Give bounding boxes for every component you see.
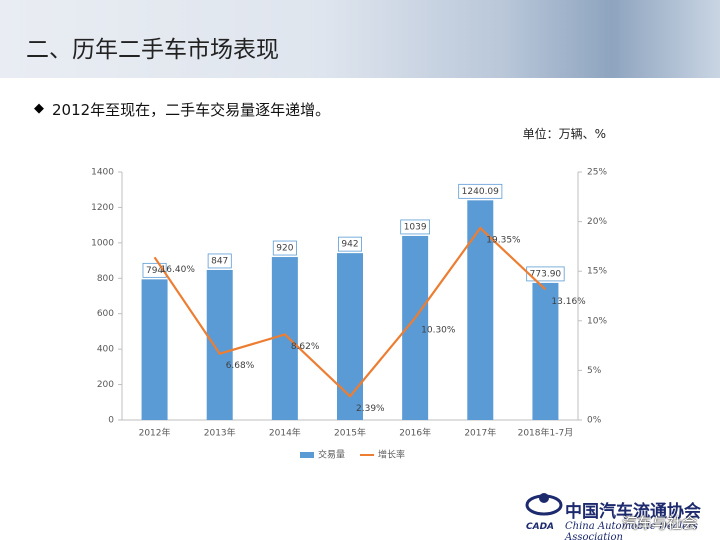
line-value-label: 6.68% bbox=[226, 361, 255, 371]
line-value-label: 13.16% bbox=[551, 297, 586, 307]
x-tick-label: 2016年 bbox=[399, 427, 431, 439]
bar bbox=[271, 257, 298, 420]
bar-value-label: 1039 bbox=[404, 222, 427, 232]
legend-label: 交易量 bbox=[318, 449, 345, 461]
logo-english: China Automobile Dealers Association bbox=[565, 521, 698, 540]
bar-value-label: 920 bbox=[276, 244, 293, 254]
y-tick-label: 200 bbox=[97, 380, 114, 390]
y2-tick-label: 20% bbox=[587, 217, 607, 227]
y-tick-label: 1200 bbox=[91, 203, 114, 213]
y-tick-label: 400 bbox=[97, 345, 114, 355]
line-value-label: 19.35% bbox=[486, 236, 521, 246]
y2-tick-label: 25% bbox=[587, 168, 607, 178]
line-value-label: 10.30% bbox=[421, 325, 456, 335]
unit-note: 单位：万辆、% bbox=[522, 127, 606, 141]
y2-tick-label: 0% bbox=[587, 416, 602, 426]
bar-value-label: 773.90 bbox=[530, 269, 562, 279]
y-tick-label: 1000 bbox=[91, 238, 114, 248]
bar bbox=[532, 282, 559, 420]
x-tick-label: 2012年 bbox=[139, 427, 171, 439]
y2-tick-label: 15% bbox=[587, 267, 607, 277]
x-tick-label: 2018年1-7月 bbox=[518, 427, 574, 439]
x-tick-label: 2015年 bbox=[334, 427, 366, 439]
logo-name: 中国汽车流通协会 bbox=[565, 502, 701, 522]
bar bbox=[337, 253, 363, 420]
legend-swatch bbox=[300, 452, 314, 458]
y-tick-label: 600 bbox=[97, 309, 114, 319]
y2-tick-label: 5% bbox=[587, 366, 602, 376]
value-label-box bbox=[272, 240, 297, 256]
bullet-icon: ◆ bbox=[34, 101, 44, 116]
y-tick-label: 0 bbox=[108, 416, 114, 426]
bullet-text: 2012年至现在，二手车交易量逐年递增。 bbox=[52, 101, 331, 119]
slide-title: 二、历年二手车市场表现 bbox=[26, 37, 279, 63]
value-label-box bbox=[458, 183, 503, 199]
line-value-label: 16.40% bbox=[161, 265, 196, 275]
growth-line bbox=[153, 226, 547, 398]
legend-label: 增长率 bbox=[378, 449, 405, 461]
bar-value-label: 794 bbox=[146, 266, 163, 276]
bar-value-label: 942 bbox=[341, 240, 358, 250]
x-tick-label: 2013年 bbox=[204, 427, 236, 439]
line-value-label: 8.62% bbox=[291, 342, 320, 352]
bar bbox=[467, 200, 494, 420]
x-tick-label: 2017年 bbox=[464, 427, 496, 439]
y-tick-label: 1400 bbox=[91, 168, 114, 178]
value-label-box bbox=[526, 266, 565, 282]
y2-tick-label: 10% bbox=[587, 316, 607, 326]
bar-value-label: 1240.09 bbox=[462, 187, 499, 197]
value-label-box bbox=[400, 219, 430, 235]
bar bbox=[141, 279, 168, 420]
y-tick-label: 800 bbox=[97, 274, 114, 284]
bar bbox=[206, 269, 233, 420]
line-value-label: 2.39% bbox=[356, 404, 385, 414]
bar-value-label: 847 bbox=[211, 256, 228, 266]
logo-icon bbox=[525, 493, 563, 516]
logo-abbr: CADA bbox=[526, 522, 555, 532]
x-tick-label: 2014年 bbox=[269, 427, 301, 439]
header-band bbox=[0, 0, 720, 78]
value-label-box bbox=[207, 253, 232, 269]
value-label-box bbox=[338, 236, 362, 252]
watermark: 汽车与社会 bbox=[622, 514, 698, 532]
